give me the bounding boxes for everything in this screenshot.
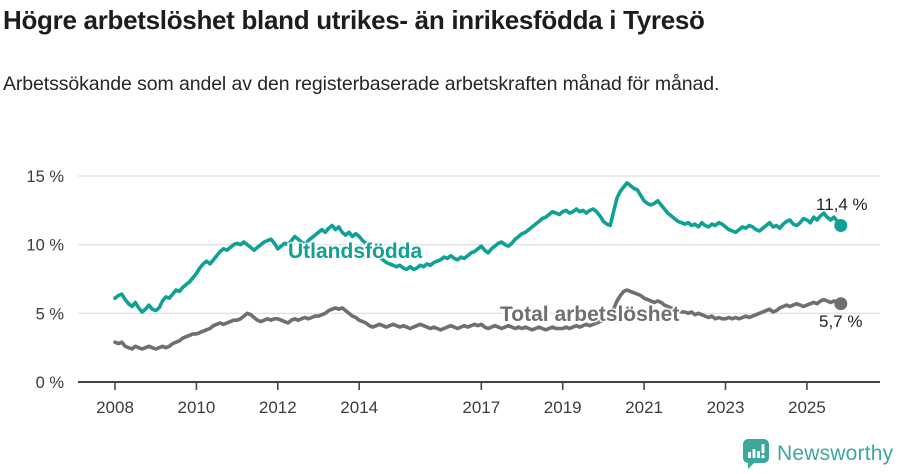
x-axis-tick-label: 2017 [462,398,500,417]
line-chart: 0 % 5 % 10 % 15 % 2008 2010 2012 2014 2017 2019 20… [26,168,880,417]
x-axis-tick-label: 2010 [177,398,215,417]
chart-subtitle: Arbetssökande som andel av den registerb… [3,73,720,95]
x-axis-tick-label: 2019 [544,398,582,417]
series-label-utlandsfodda: Utlandsfödda [288,240,423,263]
series-end-dot [834,297,848,311]
y-axis-tick-label: 15 % [26,168,64,186]
page-title: Högre arbetslöshet bland utrikes- än inr… [3,5,705,35]
end-value-utlandsfodda: 11,4 % [816,195,868,214]
x-axis-tick-label: 2008 [96,398,134,417]
y-axis-tick-label: 10 % [26,237,64,255]
end-value-total-arbetsloshet: 5,7 % [819,312,863,331]
brand-name: Newsworthy [777,442,894,465]
newsworthy-logo-icon [743,439,769,469]
y-axis-tick-label: 0 % [36,374,65,392]
x-axis-tick-label: 2014 [340,398,378,417]
x-axis-tick-label: 2023 [707,398,745,417]
series-line [113,288,843,351]
y-axis-tick-label: 5 % [36,305,65,323]
x-axis-tick-label: 2025 [788,398,826,417]
newsworthy-branding: Newsworthy [742,438,893,470]
x-axis-tick-label: 2021 [625,398,663,417]
x-axis-tick-label: 2012 [259,398,297,417]
series-line [113,181,843,314]
series-end-dot [834,219,848,232]
series-label-total-arbetsloshet: Total arbetslöshet [500,303,680,326]
